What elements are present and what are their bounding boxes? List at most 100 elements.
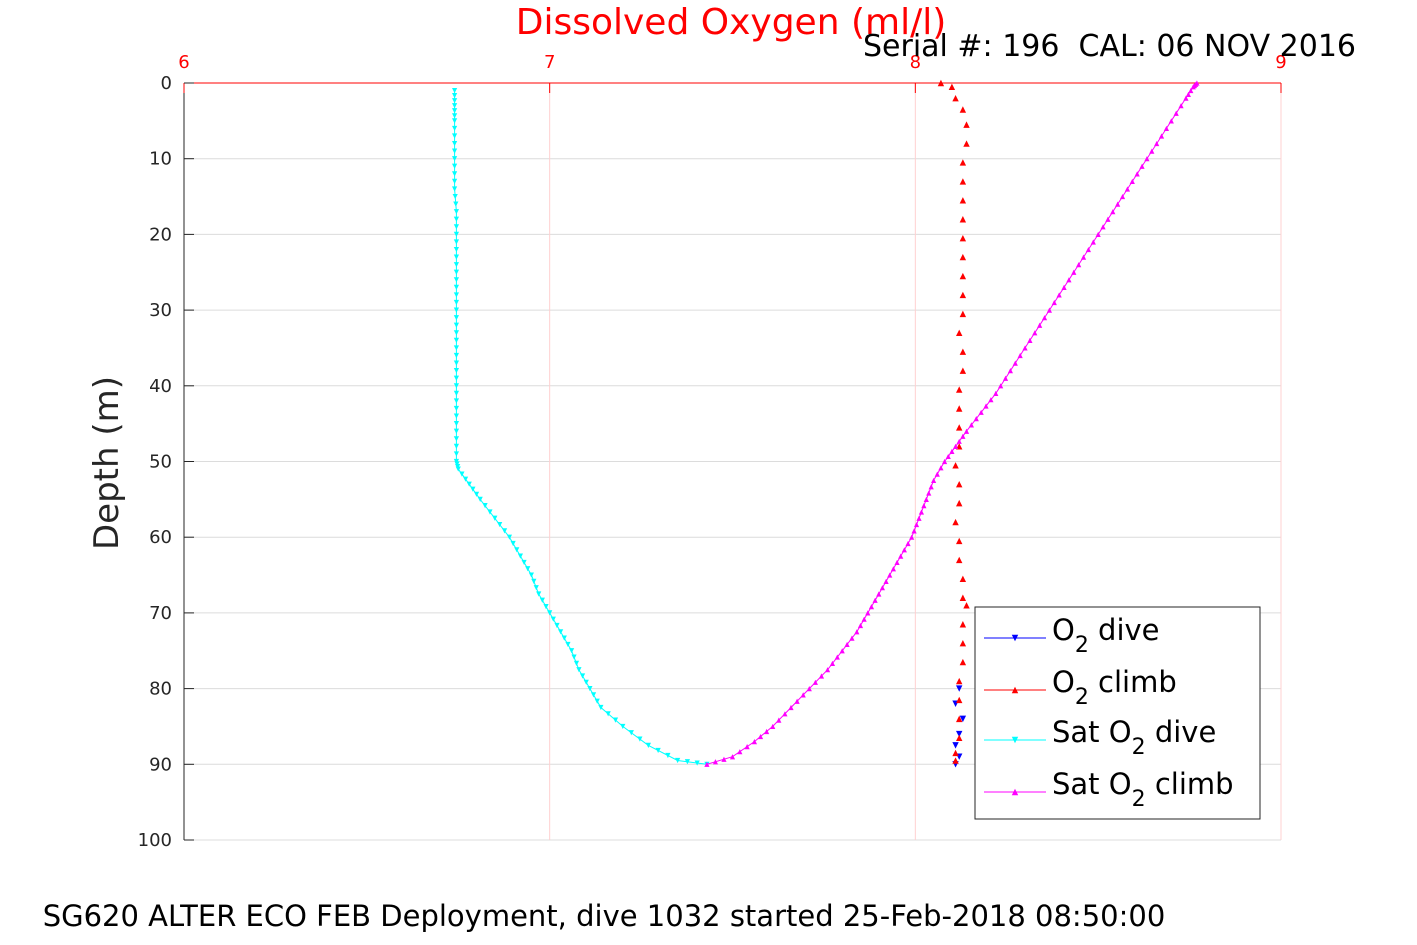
data-point — [959, 621, 967, 628]
data-point — [543, 603, 549, 610]
data-point — [1185, 91, 1191, 97]
data-point — [684, 759, 691, 765]
data-point — [451, 156, 458, 162]
data-point — [665, 752, 671, 759]
data-point — [956, 329, 963, 337]
data-point — [1194, 80, 1200, 86]
legend-label-subscript: 2 — [1075, 633, 1089, 658]
data-point — [923, 496, 929, 502]
data-point — [451, 133, 458, 139]
data-point — [569, 648, 575, 654]
data-point — [834, 654, 840, 660]
y-tick-label: 70 — [149, 603, 172, 624]
data-point — [1139, 163, 1145, 169]
data-point — [451, 171, 458, 177]
data-point — [497, 521, 503, 528]
data-point — [694, 760, 700, 766]
data-point — [876, 591, 882, 597]
data-point — [945, 453, 951, 460]
legend-item-o2-climb: O2 climb — [984, 665, 1177, 710]
data-point — [751, 738, 758, 745]
dive-caption: SG620 ALTER ECO FEB Deployment, dive 103… — [43, 899, 1166, 933]
data-point — [926, 490, 932, 496]
data-point — [645, 742, 651, 748]
data-point — [956, 481, 963, 488]
data-point — [938, 465, 944, 471]
data-point — [959, 253, 967, 261]
data-point — [453, 337, 460, 343]
data-point — [829, 660, 836, 666]
data-point — [453, 307, 460, 313]
data-point — [956, 556, 963, 564]
data-point — [956, 734, 963, 742]
data-point — [983, 403, 989, 409]
data-point — [453, 262, 460, 268]
data-point — [1144, 156, 1150, 162]
data-point — [550, 616, 556, 622]
data-point — [453, 428, 460, 434]
data-point — [770, 723, 776, 730]
data-point — [477, 496, 483, 502]
data-point — [451, 140, 458, 147]
data-point — [959, 159, 967, 166]
data-point — [800, 692, 806, 698]
data-point — [453, 436, 460, 442]
data-point — [959, 715, 967, 723]
data-point — [757, 733, 764, 740]
legend-box — [974, 606, 1261, 820]
data-point — [1011, 788, 1019, 796]
data-point — [1056, 292, 1062, 298]
data-point — [959, 106, 967, 113]
legend-item-sat-climb: Sat O2 climb — [984, 767, 1234, 812]
data-point — [1007, 368, 1014, 374]
data-point — [1129, 178, 1135, 185]
data-point — [729, 754, 736, 760]
data-point — [1071, 269, 1077, 275]
x-tick-label: 7 — [544, 52, 555, 73]
data-point — [854, 629, 860, 635]
data-point — [911, 528, 917, 534]
data-point — [547, 610, 553, 616]
sat-climb-series — [704, 80, 1200, 767]
data-point — [453, 224, 460, 230]
legend-label-main: O — [1052, 613, 1075, 647]
data-point — [579, 673, 586, 679]
data-point — [1002, 375, 1009, 381]
legend-label: Sat O2 dive — [1052, 715, 1216, 760]
data-point — [453, 390, 460, 396]
data-point — [868, 603, 875, 610]
data-point — [517, 553, 524, 559]
data-point — [576, 667, 582, 673]
data-point — [788, 704, 794, 711]
data-point — [598, 704, 604, 711]
data-point — [824, 667, 831, 673]
data-point — [1032, 330, 1038, 336]
data-point — [988, 397, 994, 403]
data-point — [952, 443, 959, 449]
data-point — [952, 757, 959, 764]
data-point — [959, 639, 967, 647]
data-point — [928, 484, 934, 490]
data-point — [1188, 87, 1194, 94]
data-point — [839, 648, 845, 654]
data-point — [453, 269, 460, 275]
data-point — [764, 728, 770, 735]
y-tick-label: 0 — [161, 73, 172, 94]
data-point — [628, 730, 634, 736]
y-tick-label: 20 — [149, 224, 172, 245]
data-point — [1046, 307, 1053, 313]
data-point — [528, 572, 534, 578]
data-point — [959, 291, 967, 299]
data-point — [1110, 209, 1116, 215]
data-point — [453, 315, 460, 321]
legend-label-suffix: dive — [1089, 613, 1160, 647]
legend-label: O2 climb — [1052, 665, 1177, 710]
data-point — [453, 352, 460, 359]
data-point — [1027, 337, 1033, 343]
sat-dive-series — [451, 87, 710, 767]
data-point — [956, 696, 963, 704]
data-point — [1124, 186, 1131, 192]
data-point — [879, 585, 886, 591]
data-point — [573, 660, 580, 666]
data-point — [894, 559, 900, 566]
